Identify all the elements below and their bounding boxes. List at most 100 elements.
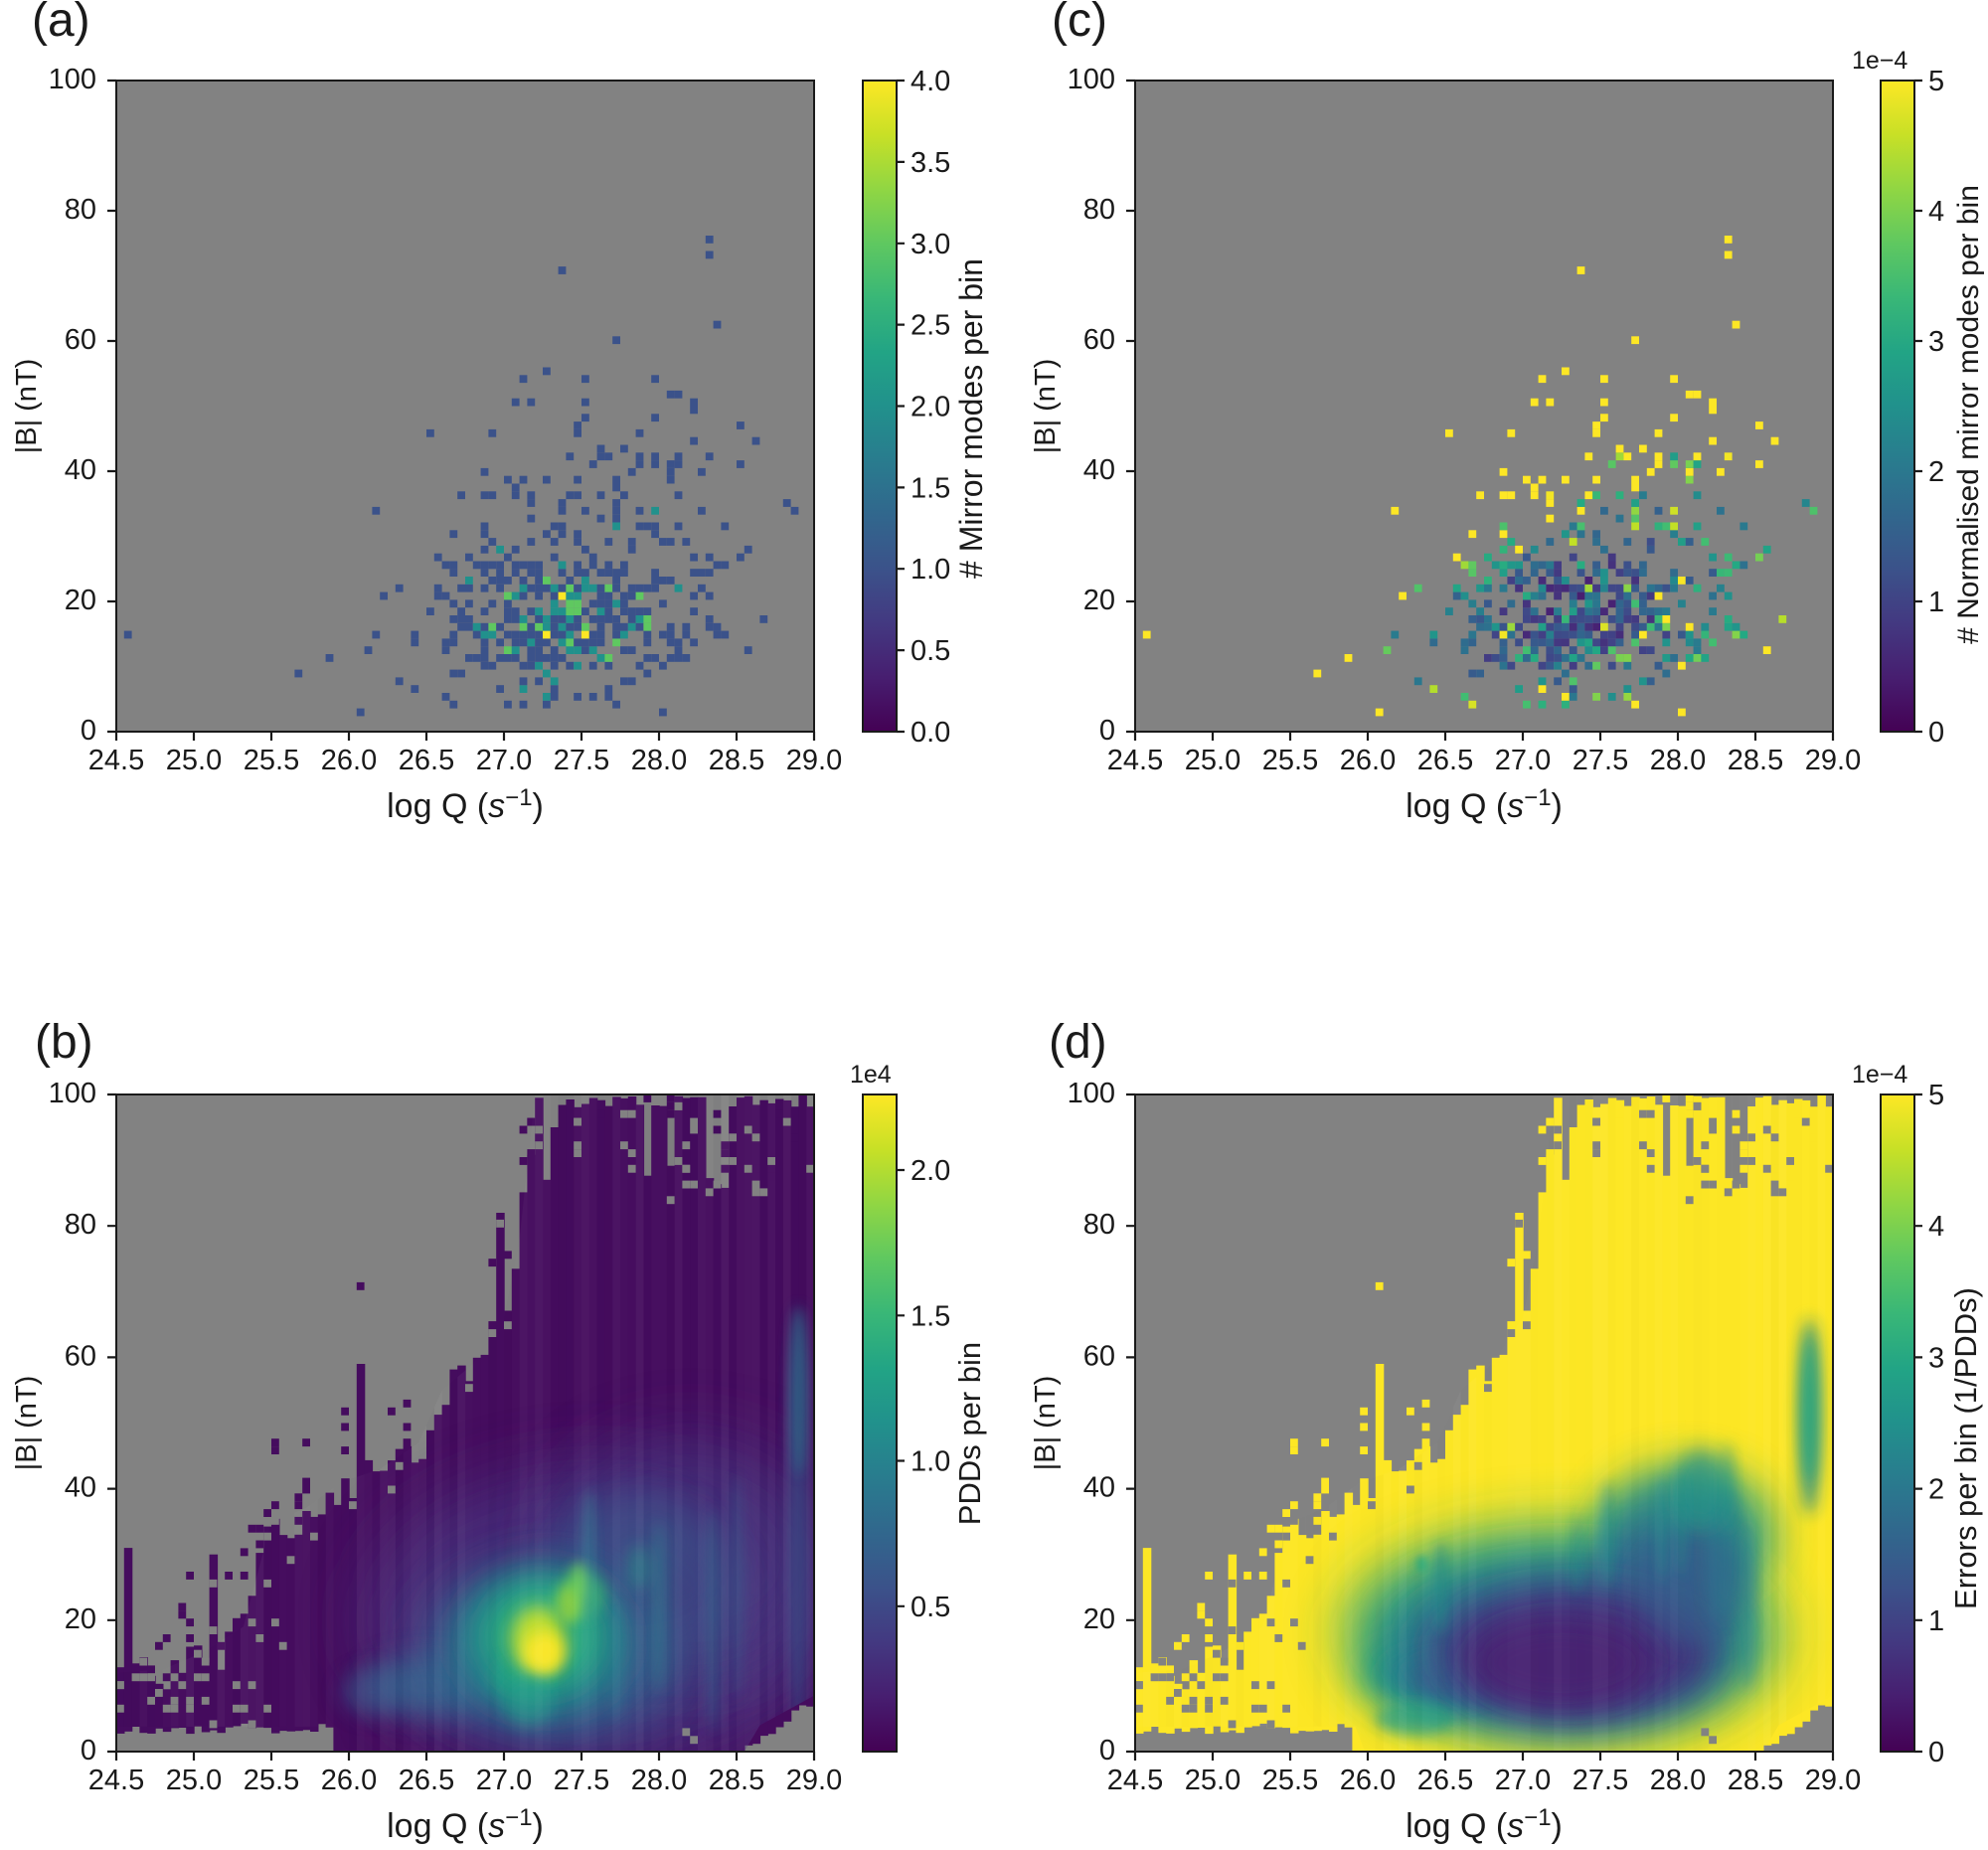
svg-text:PDDs per bin: PDDs per bin (952, 1342, 987, 1525)
svg-text:1: 1 (1928, 587, 1944, 618)
svg-text:29.0: 29.0 (1805, 745, 1861, 776)
svg-text:0: 0 (1928, 1737, 1944, 1768)
svg-text:27.5: 27.5 (1573, 745, 1628, 776)
svg-text:27.0: 27.0 (476, 1765, 532, 1796)
svg-text:|B| (nT): |B| (nT) (1030, 1376, 1062, 1471)
svg-text:80: 80 (65, 1209, 96, 1241)
svg-text:4.0: 4.0 (911, 66, 950, 97)
svg-text:60: 60 (1083, 324, 1115, 356)
svg-text:2.0: 2.0 (911, 392, 950, 423)
svg-text:27.5: 27.5 (554, 745, 609, 776)
svg-text:25.0: 25.0 (1185, 1765, 1241, 1796)
svg-text:60: 60 (65, 1340, 96, 1372)
svg-text:Errors per bin (1/PDDs): Errors per bin (1/PDDs) (1948, 1287, 1983, 1609)
svg-text:1.5: 1.5 (911, 472, 950, 504)
svg-text:24.5: 24.5 (1107, 745, 1163, 776)
svg-text:20: 20 (65, 585, 96, 616)
svg-text:40: 40 (65, 454, 96, 486)
svg-text:26.0: 26.0 (321, 745, 377, 776)
svg-text:0: 0 (1928, 717, 1944, 749)
svg-text:100: 100 (49, 1078, 96, 1109)
svg-text:3: 3 (1928, 1342, 1944, 1374)
svg-text:80: 80 (65, 194, 96, 226)
svg-text:25.0: 25.0 (1185, 745, 1241, 776)
svg-text:28.5: 28.5 (709, 1765, 764, 1796)
svg-text:3: 3 (1928, 326, 1944, 358)
svg-text:40: 40 (1083, 454, 1115, 486)
svg-text:27.0: 27.0 (1495, 1765, 1551, 1796)
svg-text:20: 20 (1083, 1603, 1115, 1635)
svg-text:29.0: 29.0 (1805, 1765, 1861, 1796)
svg-text:(d): (d) (1049, 1016, 1107, 1069)
svg-text:26.5: 26.5 (399, 745, 454, 776)
svg-text:25.5: 25.5 (1262, 1765, 1318, 1796)
svg-text:0.5: 0.5 (911, 635, 950, 667)
svg-text:40: 40 (1083, 1472, 1115, 1504)
svg-text:26.5: 26.5 (1417, 1765, 1473, 1796)
svg-text:24.5: 24.5 (1107, 1765, 1163, 1796)
svg-text:60: 60 (1083, 1340, 1115, 1372)
svg-text:24.5: 24.5 (88, 745, 144, 776)
svg-text:2.5: 2.5 (911, 310, 950, 342)
svg-text:|B| (nT): |B| (nT) (11, 1376, 43, 1471)
svg-text:25.5: 25.5 (244, 745, 299, 776)
svg-text:0.0: 0.0 (911, 717, 950, 749)
svg-text:29.0: 29.0 (786, 745, 842, 776)
svg-text:26.0: 26.0 (1340, 1765, 1396, 1796)
svg-text:3.0: 3.0 (911, 229, 950, 260)
svg-text:|B| (nT): |B| (nT) (1030, 359, 1062, 454)
svg-text:1e−4: 1e−4 (1852, 1061, 1907, 1089)
svg-text:26.0: 26.0 (1340, 745, 1396, 776)
svg-text:2: 2 (1928, 1474, 1944, 1506)
svg-text:28.0: 28.0 (1650, 1765, 1706, 1796)
svg-text:# Mirror modes per bin: # Mirror modes per bin (953, 258, 989, 579)
svg-text:28.0: 28.0 (631, 745, 687, 776)
svg-text:26.5: 26.5 (1417, 745, 1473, 776)
svg-text:27.5: 27.5 (554, 1765, 609, 1796)
svg-text:100: 100 (49, 64, 96, 95)
svg-text:4: 4 (1928, 196, 1944, 228)
svg-text:100: 100 (1068, 64, 1115, 95)
svg-text:1.5: 1.5 (911, 1300, 950, 1332)
svg-text:0: 0 (1099, 715, 1115, 747)
svg-text:27.5: 27.5 (1573, 1765, 1628, 1796)
svg-text:1.0: 1.0 (911, 554, 950, 586)
svg-text:29.0: 29.0 (786, 1765, 842, 1796)
svg-text:40: 40 (65, 1472, 96, 1504)
svg-text:26.5: 26.5 (399, 1765, 454, 1796)
svg-text:1e4: 1e4 (850, 1061, 892, 1089)
svg-text:2.0: 2.0 (911, 1155, 950, 1187)
svg-text:80: 80 (1083, 1209, 1115, 1241)
svg-text:(a): (a) (32, 0, 90, 47)
svg-text:0: 0 (81, 715, 96, 747)
svg-text:(c): (c) (1052, 0, 1107, 47)
svg-text:27.0: 27.0 (1495, 745, 1551, 776)
svg-text:1e−4: 1e−4 (1852, 47, 1907, 75)
svg-text:4: 4 (1928, 1211, 1944, 1243)
svg-text:# Normalised mirror modes per: # Normalised mirror modes per bin (1952, 185, 1985, 644)
svg-text:24.5: 24.5 (88, 1765, 144, 1796)
svg-text:26.0: 26.0 (321, 1765, 377, 1796)
svg-text:3.5: 3.5 (911, 147, 950, 179)
svg-text:80: 80 (1083, 194, 1115, 226)
svg-text:5: 5 (1928, 66, 1944, 97)
svg-text:2: 2 (1928, 456, 1944, 488)
svg-text:1: 1 (1928, 1605, 1944, 1637)
svg-text:20: 20 (1083, 585, 1115, 616)
svg-text:0: 0 (81, 1735, 96, 1766)
svg-text:100: 100 (1068, 1078, 1115, 1109)
svg-text:0: 0 (1099, 1735, 1115, 1766)
svg-text:28.0: 28.0 (631, 1765, 687, 1796)
svg-text:25.5: 25.5 (244, 1765, 299, 1796)
svg-text:5: 5 (1928, 1080, 1944, 1111)
svg-text:60: 60 (65, 324, 96, 356)
svg-text:25.0: 25.0 (166, 745, 222, 776)
svg-text:log Q (s−1): log Q (s−1) (1406, 1804, 1563, 1845)
svg-text:0.5: 0.5 (911, 1592, 950, 1623)
svg-text:|B| (nT): |B| (nT) (11, 359, 43, 454)
svg-text:1.0: 1.0 (911, 1446, 950, 1478)
svg-text:20: 20 (65, 1603, 96, 1635)
svg-text:(b): (b) (35, 1016, 93, 1069)
svg-text:27.0: 27.0 (476, 745, 532, 776)
svg-text:28.5: 28.5 (709, 745, 764, 776)
